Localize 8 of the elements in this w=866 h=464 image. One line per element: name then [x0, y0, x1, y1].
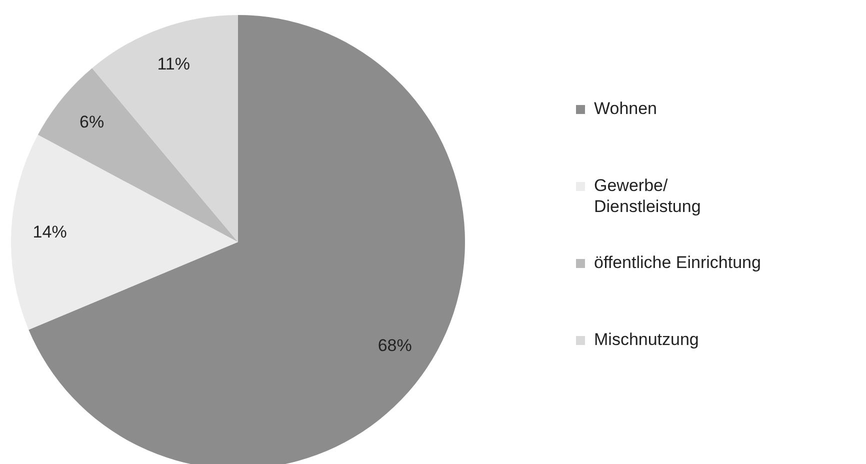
legend-label: Wohnen	[594, 99, 658, 118]
legend-label: Mischnutzung	[594, 330, 699, 350]
data-label: 14%	[32, 222, 67, 242]
data-label: 11%	[157, 54, 190, 74]
data-label: 6%	[79, 112, 104, 132]
data-label: 68%	[378, 336, 412, 355]
legend-label: öffentliche Einrichtung	[594, 253, 761, 272]
legend-label: Gewerbe/ Dienstleistung	[594, 176, 701, 216]
